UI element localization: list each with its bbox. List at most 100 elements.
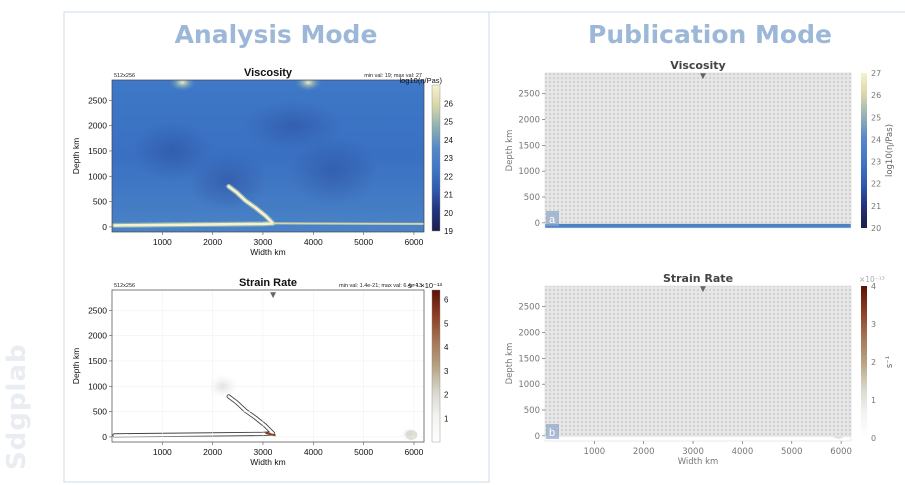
colorbar-tick-label: 25 bbox=[444, 118, 453, 127]
trench-marker: ▼ bbox=[698, 284, 708, 295]
slab bbox=[113, 395, 275, 437]
colorbar-tick-label: 20 bbox=[871, 224, 881, 233]
colorbar-tick-label: 22 bbox=[871, 180, 881, 189]
mantle-anomaly bbox=[243, 100, 344, 151]
y-axis-label: Depth km bbox=[505, 343, 515, 385]
x-tick-label: 4000 bbox=[732, 447, 754, 457]
sticky-air bbox=[545, 286, 851, 437]
y-tick-label: 2000 bbox=[518, 329, 540, 339]
y-tick-label: 0 bbox=[102, 222, 107, 232]
plot-frame bbox=[111, 79, 425, 233]
y-tick-label: 2000 bbox=[88, 121, 107, 131]
x-tick-label: 3000 bbox=[254, 447, 273, 457]
y-tick-label: 1000 bbox=[88, 171, 107, 181]
colorbar-tick-label: 23 bbox=[871, 158, 881, 167]
x-axis-label: Width km bbox=[678, 457, 719, 467]
x-tick-label: 6000 bbox=[404, 447, 423, 457]
colorbar-tick-label: 3 bbox=[871, 320, 876, 329]
resolution-label: 512x256 bbox=[114, 73, 135, 79]
y-tick-label: 500 bbox=[93, 197, 107, 207]
chart-title: Viscosity bbox=[670, 59, 725, 72]
x-tick-label: 2000 bbox=[203, 447, 222, 457]
mantle-anomaly bbox=[187, 151, 268, 212]
x-tick-label: 2000 bbox=[203, 237, 222, 247]
x-tick-label: 1000 bbox=[153, 237, 172, 247]
y-tick-label: 1500 bbox=[88, 146, 107, 156]
chart-analysis-strain_rate: Strain Rate 512x256 min val: 1.4e-21; max … bbox=[71, 277, 449, 467]
x-tick-label: 6000 bbox=[830, 447, 852, 457]
colorbar-label: log10(η/Pas) bbox=[399, 76, 442, 85]
minmax-annotation: min val: 19; max val: 27 bbox=[364, 73, 422, 79]
colorbar-tick-label: 24 bbox=[444, 136, 453, 145]
y-tick-label: 2000 bbox=[88, 331, 107, 341]
colorbar-tick-label: 21 bbox=[871, 202, 881, 211]
colorbar-tick-label: 5 bbox=[444, 319, 449, 328]
colorbar-tick-label: 0 bbox=[871, 434, 876, 443]
colorbar-tick-label: 21 bbox=[444, 191, 453, 200]
chart-publication-viscosity: Viscosity▼ a0 500 1000 1500 2000 2500 Depth km 2… bbox=[505, 59, 895, 233]
colorbar bbox=[431, 289, 441, 443]
x-tick-label: 4000 bbox=[304, 447, 323, 457]
trench-marker: ▼ bbox=[268, 290, 278, 301]
y-axis-label: Depth km bbox=[505, 130, 515, 172]
y-tick-label: 500 bbox=[93, 407, 107, 417]
y-tick-label: 1000 bbox=[518, 380, 540, 390]
colorbar-tick-label: 26 bbox=[444, 99, 453, 108]
y-tick-label: 1500 bbox=[518, 141, 540, 151]
colorbar-tick-label: 6 bbox=[444, 296, 449, 305]
y-tick-label: 1000 bbox=[88, 381, 107, 391]
colorbar-tick-label: 19 bbox=[444, 227, 453, 236]
minmax-annotation: min val: 1.4e-21; max val: 6.4e-13 bbox=[339, 283, 422, 289]
y-tick-label: 1000 bbox=[518, 167, 540, 177]
plot-area bbox=[545, 286, 851, 441]
plume-head bbox=[168, 80, 197, 92]
x-axis-label: Width km bbox=[250, 247, 285, 257]
y-tick-label: 2500 bbox=[518, 90, 540, 100]
x-axis-label: Width km bbox=[250, 457, 285, 467]
y-tick-label: 2500 bbox=[88, 95, 107, 105]
panel-letter: a bbox=[549, 214, 556, 226]
plot-frame bbox=[544, 72, 852, 229]
plot-area bbox=[112, 80, 424, 232]
colorbar-tick-label: 3 bbox=[444, 367, 449, 376]
chart-title: Viscosity bbox=[244, 67, 293, 79]
x-tick-label: 1000 bbox=[153, 447, 172, 457]
trench-strain bbox=[265, 431, 276, 437]
x-tick-label: 2000 bbox=[633, 447, 655, 457]
colorbar-label: s⁻¹ bbox=[885, 356, 895, 368]
panel-letter-box bbox=[546, 211, 559, 226]
field-background bbox=[112, 290, 424, 442]
y-axis-label: Depth km bbox=[71, 348, 81, 384]
panel-letter: b bbox=[549, 427, 555, 439]
chart-analysis-viscosity: Viscosity 512x256 min val: 19; max val: 27… bbox=[71, 67, 453, 257]
colorbar-tick-label: 27 bbox=[871, 69, 881, 78]
x-tick-label: 3000 bbox=[254, 237, 273, 247]
colorbar-tick-label: 25 bbox=[871, 113, 881, 122]
plot-frame bbox=[111, 289, 425, 443]
colorbar-label: s⁻¹ ×10⁻¹³ bbox=[408, 281, 442, 290]
colorbar-exponent: ×10⁻¹³ bbox=[859, 275, 885, 284]
slab bbox=[113, 185, 275, 227]
colorbar-tick-label: 4 bbox=[444, 343, 449, 352]
y-tick-label: 0 bbox=[535, 219, 540, 229]
y-tick-label: 0 bbox=[102, 432, 107, 442]
y-tick-label: 1500 bbox=[88, 356, 107, 366]
sticky-air bbox=[545, 73, 851, 224]
plot-frame bbox=[544, 285, 852, 442]
colorbar-tick-label: 2 bbox=[444, 391, 449, 400]
x-tick-label: 5000 bbox=[354, 237, 373, 247]
colorbar-tick-label: 1 bbox=[444, 414, 449, 423]
colorbar-tick-label: 22 bbox=[444, 172, 453, 181]
plot-area bbox=[112, 290, 424, 442]
y-tick-label: 1500 bbox=[518, 354, 540, 364]
publication-heading: Publication Mode bbox=[588, 20, 832, 49]
x-tick-label: 5000 bbox=[781, 447, 803, 457]
mantle-anomaly bbox=[288, 136, 379, 207]
chart-title: Strain Rate bbox=[239, 277, 297, 289]
y-tick-label: 2500 bbox=[518, 303, 540, 313]
x-tick-label: 1000 bbox=[584, 447, 606, 457]
colorbar bbox=[431, 84, 441, 232]
y-tick-label: 2500 bbox=[88, 305, 107, 315]
